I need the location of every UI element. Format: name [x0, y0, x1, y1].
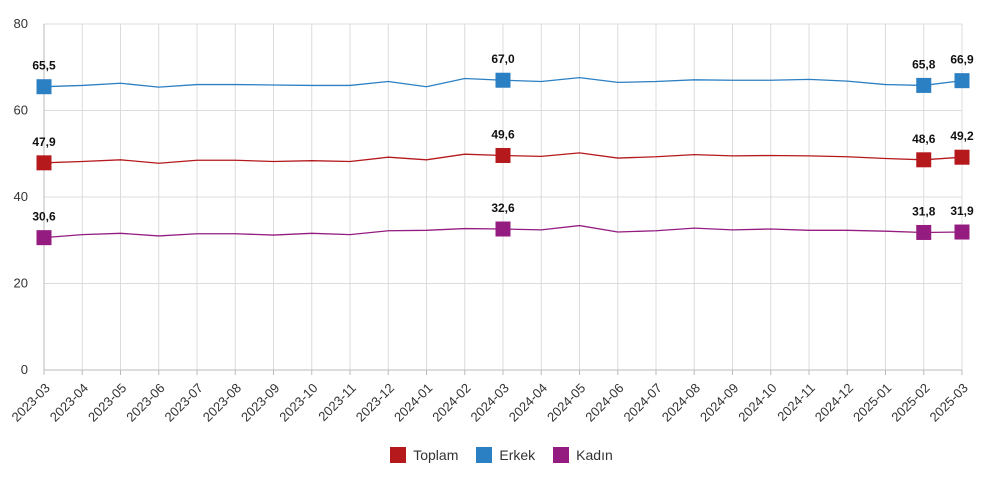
data-label-erkek: 65,5 [32, 59, 56, 73]
x-tick-label: 2024-03 [468, 380, 512, 424]
x-tick-label: 2024-05 [544, 380, 588, 424]
data-label-erkek: 67,0 [491, 52, 515, 66]
legend-label-toplam: Toplam [413, 447, 459, 463]
x-tick-label: 2025-01 [850, 380, 894, 424]
data-point-toplam[interactable] [954, 149, 970, 165]
data-labels: 47,9 49,6 48,6 49,2 65,5 67,0 65,8 66,9 30,6 32,6… [32, 52, 974, 223]
data-label-kadin: 30,6 [32, 210, 56, 224]
x-tick-label: 2023-07 [162, 380, 206, 424]
grid [43, 23, 963, 371]
y-tick-label: 60 [14, 103, 28, 118]
data-point-toplam[interactable] [36, 155, 52, 171]
legend-label-erkek: Erkek [499, 447, 536, 463]
x-tick-label: 2024-06 [582, 380, 626, 424]
line-chart: 2023-032023-042023-052023-062023-072023-… [9, 16, 974, 425]
y-tick-label: 20 [14, 276, 28, 291]
x-tick-label: 2023-11 [315, 380, 359, 424]
data-point-toplam[interactable] [495, 147, 511, 163]
x-tick-label: 2024-02 [429, 380, 473, 424]
x-tick-label: 2024-01 [391, 380, 435, 424]
x-tick-label: 2025-03 [927, 380, 971, 424]
data-markers [36, 72, 970, 246]
data-label-erkek: 65,8 [912, 57, 936, 71]
data-label-kadin: 31,9 [950, 204, 974, 218]
x-tick-label: 2024-07 [621, 380, 665, 424]
x-tick-label: 2024-11 [774, 380, 818, 424]
legend-swatch-toplam [390, 447, 407, 463]
x-tick-label: 2023-05 [85, 380, 129, 424]
legend: Toplam Erkek Kadın [0, 444, 1003, 466]
x-tick-label: 2023-04 [47, 380, 91, 424]
data-point-erkek[interactable] [954, 73, 970, 89]
data-label-toplam: 47,9 [32, 135, 56, 149]
y-tick-label: 40 [14, 189, 28, 204]
x-tick-label: 2024-04 [506, 380, 550, 424]
legend-swatch-kadin [553, 447, 570, 463]
x-tick-label: 2024-12 [812, 380, 856, 424]
x-tick-label: 2024-10 [735, 380, 779, 424]
y-tick-label: 80 [14, 16, 28, 31]
data-label-kadin: 32,6 [491, 201, 515, 215]
axes: 2023-032023-042023-052023-062023-072023-… [9, 16, 971, 425]
x-tick-label: 2023-06 [123, 380, 167, 424]
x-tick-label: 2023-03 [9, 380, 53, 424]
legend-item-erkek[interactable]: Erkek [476, 447, 535, 463]
data-label-toplam: 48,6 [912, 132, 936, 146]
data-label-toplam: 49,2 [950, 129, 974, 143]
data-point-kadin[interactable] [495, 221, 511, 237]
x-tick-label: 2023-12 [353, 380, 397, 424]
x-tick-label: 2025-02 [888, 380, 932, 424]
data-label-kadin: 31,8 [912, 204, 936, 218]
data-point-erkek[interactable] [36, 79, 52, 95]
data-label-toplam: 49,6 [491, 127, 515, 141]
data-point-kadin[interactable] [36, 230, 52, 246]
x-tick-label: 2023-09 [238, 380, 282, 424]
x-tick-label: 2024-09 [697, 380, 741, 424]
x-tick-label: 2024-08 [659, 380, 703, 424]
data-label-erkek: 66,9 [950, 53, 974, 67]
legend-label-kadin: Kadın [576, 447, 613, 463]
data-point-toplam[interactable] [916, 152, 932, 168]
legend-item-kadin[interactable]: Kadın [553, 447, 613, 463]
data-point-erkek[interactable] [495, 72, 511, 88]
x-tick-label: 2023-08 [200, 380, 244, 424]
data-point-kadin[interactable] [916, 224, 932, 240]
data-point-kadin[interactable] [954, 224, 970, 240]
x-tick-label: 2023-10 [276, 380, 320, 424]
legend-swatch-erkek [476, 447, 493, 463]
legend-item-toplam[interactable]: Toplam [390, 447, 458, 463]
data-point-erkek[interactable] [916, 77, 932, 93]
y-tick-label: 0 [21, 362, 28, 377]
